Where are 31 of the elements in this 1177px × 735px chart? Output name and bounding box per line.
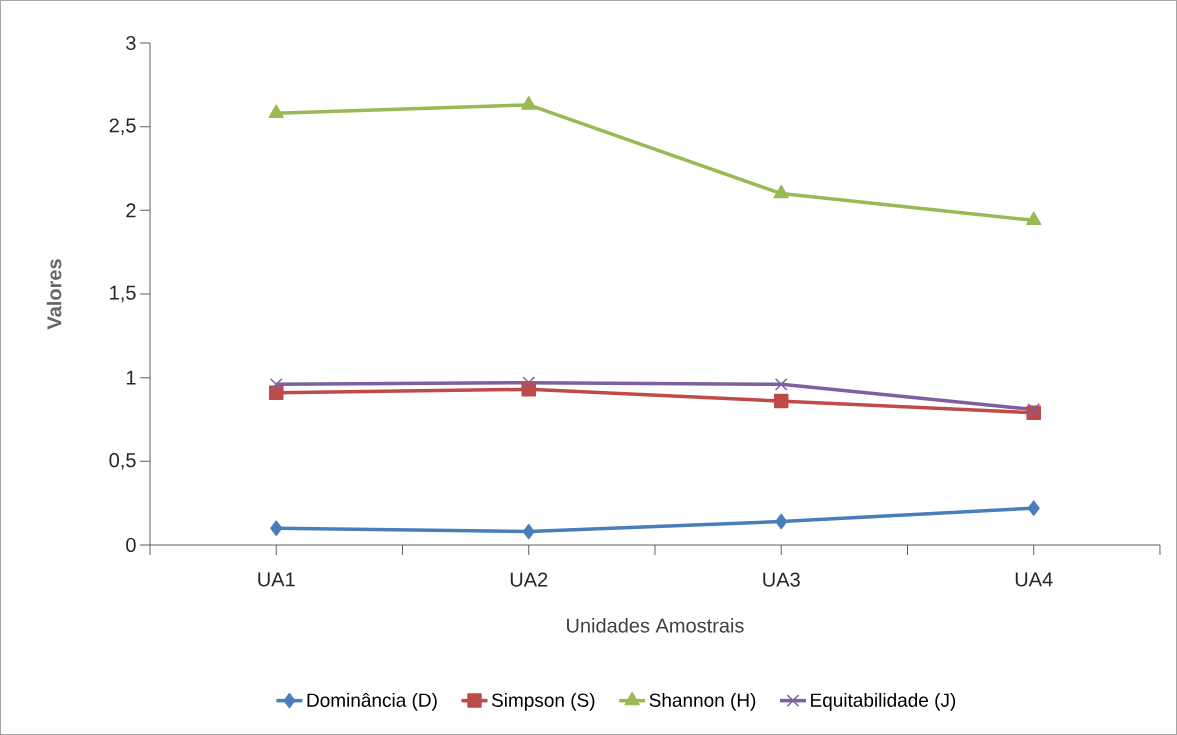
point	[522, 376, 536, 390]
y-tick-label: 2	[126, 203, 136, 218]
y-tick-label: 1,5	[110, 285, 136, 303]
point	[521, 96, 537, 110]
point	[268, 104, 284, 119]
point	[1027, 403, 1041, 416]
y-tick-label: 1	[126, 370, 136, 385]
x-tick-label: UA3	[763, 572, 800, 587]
x-tick-label: UA2	[510, 572, 548, 587]
point	[1026, 211, 1042, 226]
legend-label: Simpson (S)	[491, 692, 595, 711]
x-tick-label: UA1	[258, 572, 295, 587]
point	[1027, 500, 1040, 516]
point	[269, 385, 284, 400]
point	[270, 520, 283, 536]
y-tick-label: 3	[126, 35, 136, 51]
point	[775, 513, 788, 530]
x-tick-label: UA4	[1015, 572, 1053, 587]
point	[773, 184, 789, 199]
legend-label: Equitabilidade (J)	[811, 692, 956, 711]
x-axis-title: Unidades Amostrais	[567, 617, 744, 633]
y-tick-label: 0,5	[109, 453, 136, 470]
point	[773, 393, 789, 409]
y-tick-label: 0	[126, 537, 136, 553]
point	[269, 377, 283, 391]
point	[522, 523, 535, 540]
y-axis-title: Valores	[46, 259, 62, 330]
legend-label: Dominância (D)	[307, 692, 437, 711]
legend-label: Shannon (H)	[649, 692, 756, 711]
point	[774, 377, 788, 391]
y-tick-label: 2,5	[109, 118, 136, 135]
